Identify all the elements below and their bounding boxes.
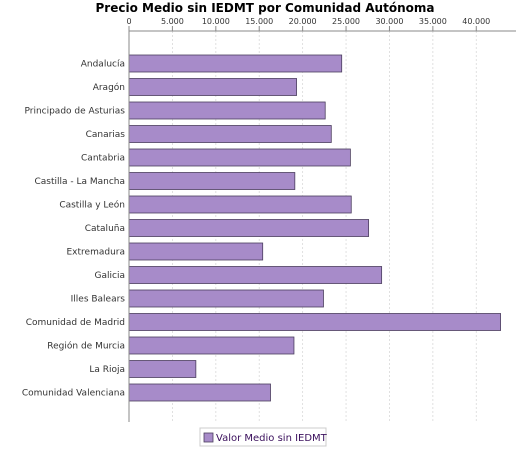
category-label: Canarias [86,130,126,140]
x-tick-label: 40.000 [462,17,490,26]
category-label: Principado de Asturias [24,107,125,117]
x-tick-label: 25.000 [332,17,360,26]
bar [128,78,297,96]
x-tick-label: 20.000 [289,17,317,26]
bar [128,125,332,143]
category-label: Cantabria [81,154,125,164]
category-labels: Andalucía Aragón Principado de Asturias Can… [22,60,125,399]
category-label: Región de Murcia [47,341,125,352]
bar [128,336,295,355]
category-label: Castilla y León [59,200,125,211]
legend: Valor Medio sin IEDMT [199,427,328,447]
category-label: Cataluña [85,224,125,234]
bar [128,289,324,308]
bar [128,360,197,378]
bar [128,266,383,284]
category-label: Comunidad de Madrid [26,318,125,328]
category-label: Aragón [93,82,125,93]
bar [128,54,343,73]
x-tick-label: 35.000 [419,17,447,26]
axes [128,30,516,422]
category-label: Galicia [95,271,125,281]
chart-title: Precio Medio sin IEDMT por Comunidad Aut… [96,1,435,15]
x-tick-label: 15.000 [245,17,273,26]
category-label: Illes Balears [71,295,126,305]
bar [128,313,501,331]
bar [128,148,351,167]
bar [128,219,370,237]
legend-label: Valor Medio sin IEDMT [216,433,328,444]
category-label: Andalucía [81,60,125,70]
x-tick-label: 5.000 [161,17,184,26]
bar [128,172,296,190]
category-label: Comunidad Valenciana [22,389,125,399]
bar [128,242,264,261]
bars [128,54,501,402]
bar [128,195,352,214]
x-tick-label: 0 [126,17,131,26]
bar [128,101,326,120]
legend-border [199,427,327,447]
legend-swatch [203,432,214,443]
category-label: La Rioja [89,365,125,375]
category-label: Extremadura [67,248,126,258]
bar [128,383,271,402]
x-tick-label: 30.000 [375,17,403,26]
gridlines [172,31,477,422]
x-axis-ticks: 0 5.000 10.000 15.000 20.000 25.000 30.000 35.0… [126,17,490,31]
x-tick-label: 10.000 [202,17,230,26]
category-label: Castilla - La Mancha [34,177,125,187]
